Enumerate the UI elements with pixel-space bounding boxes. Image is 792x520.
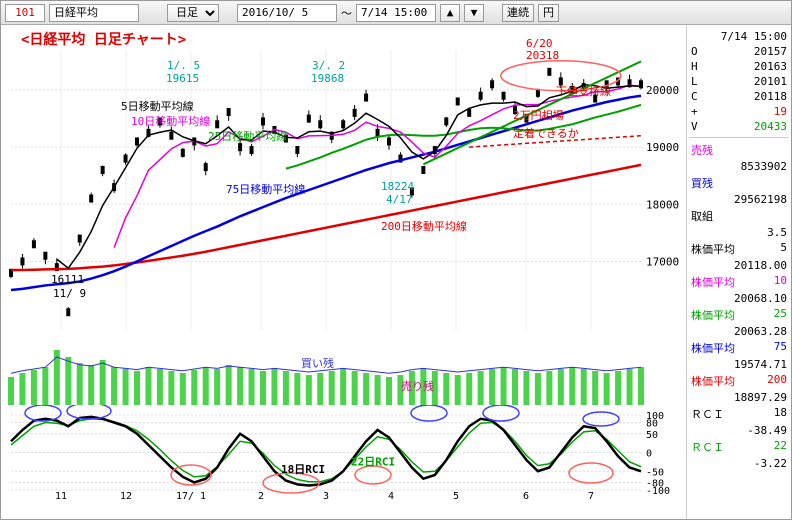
rci-val: -38.49 <box>747 424 787 437</box>
val-h: 20163 <box>754 60 787 73</box>
svg-text:18日RCI: 18日RCI <box>281 463 325 476</box>
svg-text:定着できるか: 定着できるか <box>513 126 579 140</box>
kaizn-val: 29562198 <box>734 193 787 206</box>
svg-text:下値支持線: 下値支持線 <box>556 84 611 98</box>
ma-label: 株価平均 <box>691 241 735 257</box>
svg-text:買い残: 買い残 <box>301 356 334 370</box>
down-button[interactable]: ▼ <box>464 4 484 22</box>
svg-text:25日移動平均線: 25日移動平均線 <box>208 129 287 143</box>
tilde: ～ <box>341 5 352 21</box>
torikumi-val: 3.5 <box>767 226 787 239</box>
ma-n: 75 <box>774 340 787 356</box>
main-chart: <日経平均 日足チャート> 170001800019000200005日移動平均… <box>1 25 686 345</box>
urizn-label: 売残 <box>691 142 713 158</box>
ma-n: 25 <box>774 307 787 323</box>
val-o: 20157 <box>754 45 787 58</box>
rci-val: -3.22 <box>754 457 787 470</box>
val-v: 20433 <box>754 120 787 133</box>
svg-text:11: 11 <box>55 491 67 500</box>
lbl-l: L <box>691 75 698 88</box>
svg-text:20000: 20000 <box>646 84 679 97</box>
svg-text:19868: 19868 <box>311 72 344 85</box>
chart-window: 101 日経平均 日足 2016/10/ 5 ～ 7/14 15:00 ▲ ▼ … <box>0 0 792 520</box>
svg-text:100: 100 <box>646 411 664 422</box>
svg-text:5日移動平均線: 5日移動平均線 <box>121 99 194 113</box>
lbl-plus: + <box>691 105 698 118</box>
kaizn-label: 買残 <box>691 175 713 191</box>
val-plus: 19 <box>774 105 787 118</box>
ma-label: 株価平均 <box>691 373 735 389</box>
svg-text:5: 5 <box>453 491 459 500</box>
up-button[interactable]: ▲ <box>440 4 460 22</box>
chart-area: <日経平均 日足チャート> 170001800019000200005日移動平均… <box>1 25 686 519</box>
svg-text:2: 2 <box>258 491 264 500</box>
rci-label: ＲＣＩ <box>691 439 724 455</box>
ma-label: 株価平均 <box>691 307 735 323</box>
rci-label: ＲＣＩ <box>691 406 724 422</box>
lbl-o: O <box>691 45 698 58</box>
svg-text:7: 7 <box>588 491 594 500</box>
rci-n: 22 <box>774 439 787 455</box>
rci-n: 18 <box>774 406 787 422</box>
svg-text:-50: -50 <box>646 467 664 478</box>
svg-text:19000: 19000 <box>646 141 679 154</box>
svg-text:0: 0 <box>646 449 652 460</box>
timeframe-select[interactable]: 日足 <box>167 4 219 22</box>
lbl-c: C <box>691 90 698 103</box>
svg-text:3/. 2: 3/. 2 <box>312 59 345 72</box>
rci-chart: -100-80-500508010018日RCI22日RCI111217/ 12… <box>1 405 686 500</box>
svg-text:200日移動平均線: 200日移動平均線 <box>381 219 467 233</box>
svg-text:11/ 9: 11/ 9 <box>53 287 86 300</box>
svg-text:50: 50 <box>646 430 658 441</box>
panel-time: 7/14 15:00 <box>691 30 787 43</box>
svg-text:18224: 18224 <box>381 180 414 193</box>
svg-text:16111: 16111 <box>51 273 84 286</box>
ma-val: 20063.28 <box>734 325 787 338</box>
svg-text:75日移動平均線: 75日移動平均線 <box>226 182 305 196</box>
svg-text:17/ 1: 17/ 1 <box>176 491 206 500</box>
torikumi-label: 取組 <box>691 208 713 224</box>
svg-text:12: 12 <box>120 491 132 500</box>
val-c: 20118 <box>754 90 787 103</box>
svg-text:4/17: 4/17 <box>386 193 413 206</box>
svg-text:3: 3 <box>323 491 329 500</box>
svg-text:22日RCI: 22日RCI <box>351 456 395 469</box>
svg-text:19615: 19615 <box>166 72 199 85</box>
lbl-v: V <box>691 120 698 133</box>
content: <日経平均 日足チャート> 170001800019000200005日移動平均… <box>1 25 791 519</box>
lbl-h: H <box>691 60 698 73</box>
ma-val: 20068.10 <box>734 292 787 305</box>
volume-chart: 買い残売り残 <box>1 345 686 405</box>
name-input[interactable]: 日経平均 <box>49 4 139 22</box>
yen-button[interactable]: 円 <box>538 4 559 22</box>
ma-label: 株価平均 <box>691 340 735 356</box>
svg-text:1/. 5: 1/. 5 <box>167 59 200 72</box>
svg-text:4: 4 <box>388 491 394 500</box>
svg-text:-80: -80 <box>646 479 664 490</box>
ma-n: 200 <box>767 373 787 389</box>
ma-val: 20118.00 <box>734 259 787 272</box>
svg-text:10日移動平均線: 10日移動平均線 <box>131 114 210 128</box>
ma-n: 10 <box>774 274 787 290</box>
date-to[interactable]: 7/14 15:00 <box>356 4 436 22</box>
right-panel: 7/14 15:00 O 20157 H 20163 L 20101 C 20118 +… <box>686 25 791 519</box>
toolbar: 101 日経平均 日足 2016/10/ 5 ～ 7/14 15:00 ▲ ▼ … <box>1 1 791 25</box>
date-from[interactable]: 2016/10/ 5 <box>237 4 337 22</box>
cont-button[interactable]: 連続 <box>502 4 534 22</box>
ma-val: 18897.29 <box>734 391 787 404</box>
urizn-val: 8533902 <box>741 160 787 173</box>
ma-n: 5 <box>780 241 787 257</box>
svg-text:2万円相場: 2万円相場 <box>513 109 564 122</box>
val-l: 20101 <box>754 75 787 88</box>
svg-text:売り残: 売り残 <box>401 379 434 393</box>
svg-text:20318: 20318 <box>526 49 559 62</box>
code-input[interactable]: 101 <box>5 4 45 22</box>
svg-text:17000: 17000 <box>646 255 679 268</box>
ma-label: 株価平均 <box>691 274 735 290</box>
svg-text:18000: 18000 <box>646 198 679 211</box>
ma-val: 19574.71 <box>734 358 787 371</box>
svg-text:6: 6 <box>523 491 529 500</box>
